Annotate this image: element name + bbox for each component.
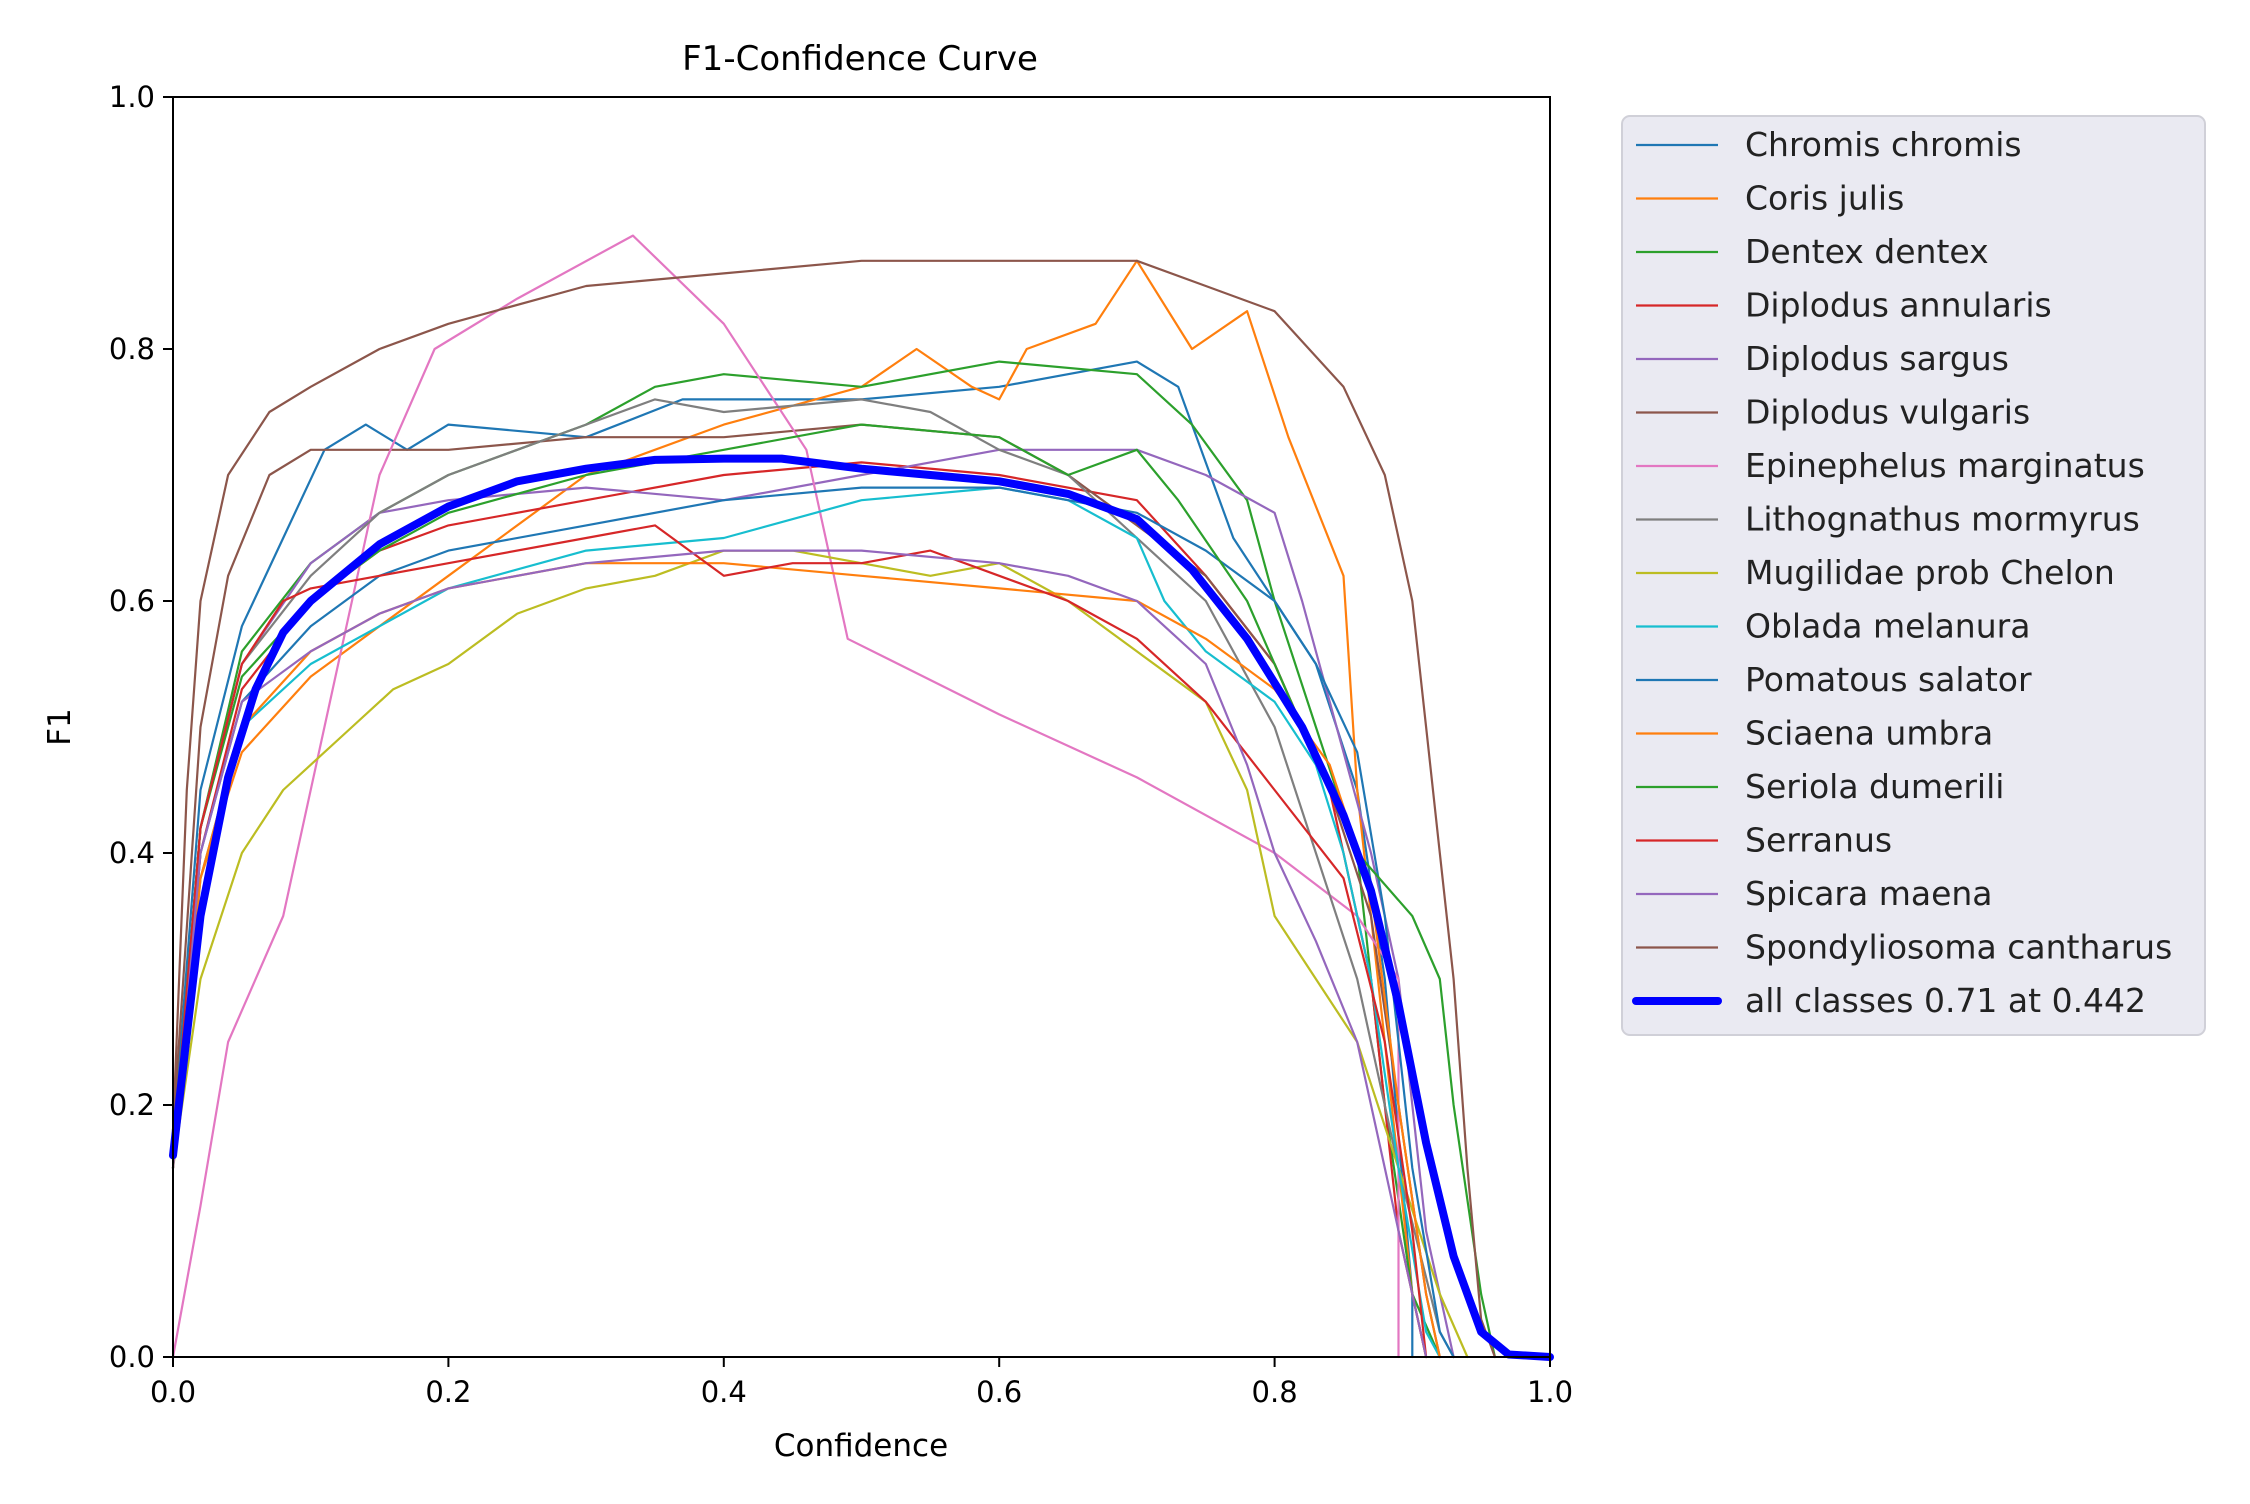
plot-lines — [169, 234, 1554, 1361]
legend-label: Lithognathus mormyrus — [1745, 500, 2140, 539]
legend-label: Diplodus vulgaris — [1745, 393, 2030, 432]
legend-item-mugilidae-prob-chelon: Mugilidae prob Chelon — [1636, 553, 2115, 592]
series-line-seriola-dumerili — [171, 423, 1496, 1359]
series-line-all-classes-0-71-at-0-442 — [169, 454, 1554, 1361]
legend-item-diplodus-vulgaris: Diplodus vulgaris — [1636, 393, 2030, 432]
series-line-spicara-maena — [171, 549, 1428, 1359]
legend-item-lithognathus-mormyrus: Lithognathus mormyrus — [1636, 500, 2140, 539]
series-line-chromis-chromis — [171, 360, 1414, 1359]
y-tick-label: 0.6 — [109, 584, 155, 618]
legend-item-dentex-dentex: Dentex dentex — [1636, 232, 1989, 271]
legend-label: Oblada melanura — [1745, 607, 2030, 646]
chart-title: F1-Confidence Curve — [682, 39, 1038, 79]
series-line-spondyliosoma-cantharus — [171, 259, 1496, 1359]
series-line-coris-julis — [171, 259, 1428, 1359]
x-tick-label: 0.6 — [976, 1375, 1022, 1409]
series-line-pomatous-salator — [171, 486, 1455, 1359]
legend-label: Spondyliosoma cantharus — [1745, 928, 2172, 967]
series-line-serranus — [171, 524, 1428, 1359]
series-line-oblada-melanura — [171, 486, 1441, 1359]
y-tick-label: 0.8 — [109, 332, 155, 366]
series-line-lithognathus-mormyrus — [171, 398, 1455, 1359]
legend: Chromis chromis Coris julis Dentex dentex D… — [1621, 115, 2206, 1036]
legend-item-pomatous-salator: Pomatous salator — [1636, 660, 2032, 699]
y-axis-label: F1 — [42, 708, 78, 746]
legend-item-epinephelus-marginatus: Epinephelus marginatus — [1636, 446, 2145, 485]
legend-item-oblada-melanura: Oblada melanura — [1636, 607, 2030, 646]
legend-item-sciaena-umbra: Sciaena umbra — [1636, 714, 1993, 753]
legend-item-all-classes-0-71-at-0-442: all classes 0.71 at 0.442 — [1632, 981, 2146, 1020]
x-tick-label: 0.8 — [1252, 1375, 1298, 1409]
series-line-dentex-dentex — [171, 360, 1441, 1359]
legend-label: Diplodus sargus — [1745, 339, 2009, 378]
x-tick-label: 0.4 — [701, 1375, 747, 1409]
y-tick-label: 1.0 — [109, 80, 155, 114]
y-tick-label: 0.0 — [109, 1340, 155, 1374]
legend-item-diplodus-sargus: Diplodus sargus — [1636, 339, 2009, 378]
legend-label: Diplodus annularis — [1745, 286, 2052, 325]
series-line-epinephelus-marginatus — [171, 234, 1400, 1359]
series-line-diplodus-annularis — [171, 461, 1428, 1359]
legend-item-seriola-dumerili: Seriola dumerili — [1636, 767, 2004, 806]
legend-label: Coris julis — [1745, 179, 1904, 218]
x-tick-label: 0.0 — [150, 1375, 196, 1409]
legend-item-diplodus-annularis: Diplodus annularis — [1636, 286, 2052, 325]
legend-label: Spicara maena — [1745, 874, 1993, 913]
legend-item-spondyliosoma-cantharus: Spondyliosoma cantharus — [1636, 928, 2172, 967]
legend-box — [1621, 115, 2206, 1036]
legend-label: Sciaena umbra — [1745, 714, 1993, 753]
legend-label: all classes 0.71 at 0.442 — [1745, 981, 2146, 1020]
legend-label: Serranus — [1745, 821, 1892, 860]
x-tick-label: 1.0 — [1527, 1375, 1573, 1409]
legend-item-coris-julis: Coris julis — [1636, 179, 1904, 218]
legend-item-spicara-maena: Spicara maena — [1636, 874, 1993, 913]
x-axis-label: Confidence — [774, 1428, 948, 1464]
legend-label: Dentex dentex — [1745, 232, 1989, 271]
y-axis-ticks: 0.0 0.2 0.4 0.6 0.8 1.0 — [109, 80, 173, 1374]
y-tick-label: 0.4 — [109, 836, 155, 870]
plot-frame — [172, 96, 1551, 1358]
legend-label: Epinephelus marginatus — [1745, 446, 2145, 485]
legend-item-serranus: Serranus — [1636, 821, 1892, 860]
legend-label: Pomatous salator — [1745, 660, 2032, 699]
legend-label: Seriola dumerili — [1745, 767, 2004, 806]
series-line-mugilidae-prob-chelon — [171, 549, 1469, 1359]
legend-label: Mugilidae prob Chelon — [1745, 553, 2115, 592]
x-axis-ticks: 0.0 0.2 0.4 0.6 0.8 1.0 — [150, 1357, 1573, 1409]
legend-item-chromis-chromis: Chromis chromis — [1636, 125, 2022, 164]
x-tick-label: 0.2 — [425, 1375, 471, 1409]
y-tick-label: 0.2 — [109, 1088, 155, 1122]
legend-label: Chromis chromis — [1745, 125, 2022, 164]
